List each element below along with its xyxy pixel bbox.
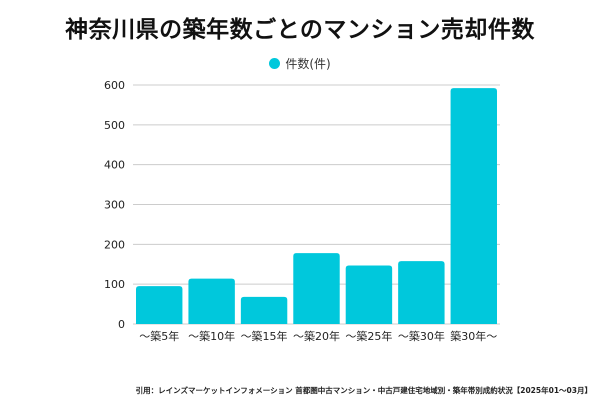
x-tick-label: ～築30年: [398, 329, 445, 343]
y-tick-label: 600: [104, 79, 125, 92]
bar: [240, 296, 288, 324]
y-tick-label: 200: [104, 238, 125, 251]
legend-label: 件数(件): [285, 57, 331, 71]
y-tick-label: 400: [104, 159, 125, 172]
bar: [345, 265, 393, 324]
legend-swatch: [269, 58, 281, 69]
y-tick-label: 500: [104, 119, 125, 132]
x-tick-label: ～築5年: [139, 329, 179, 343]
chart-title: 神奈川県の築年数ごとのマンション売却件数: [65, 17, 535, 43]
y-tick-label: 300: [104, 199, 125, 212]
x-tick-label: ～築20年: [293, 329, 340, 343]
bar: [293, 253, 340, 324]
y-tick-label: 0: [118, 318, 125, 331]
source-citation: 引用：レインズマーケットインフォメーション 首都圏中古マンション・中古戸建住宅地…: [135, 386, 592, 395]
bar: [450, 88, 497, 324]
bar: [398, 261, 445, 324]
y-tick-label: 100: [104, 278, 125, 291]
bar: [188, 278, 235, 324]
x-tick-label: 築30年～: [450, 329, 497, 343]
x-tick-label: ～築25年: [345, 329, 392, 343]
bar: [136, 286, 183, 324]
x-tick-label: ～築10年: [188, 329, 235, 343]
legend: 件数(件): [0, 55, 600, 72]
x-tick-label: ～築15年: [241, 329, 288, 343]
